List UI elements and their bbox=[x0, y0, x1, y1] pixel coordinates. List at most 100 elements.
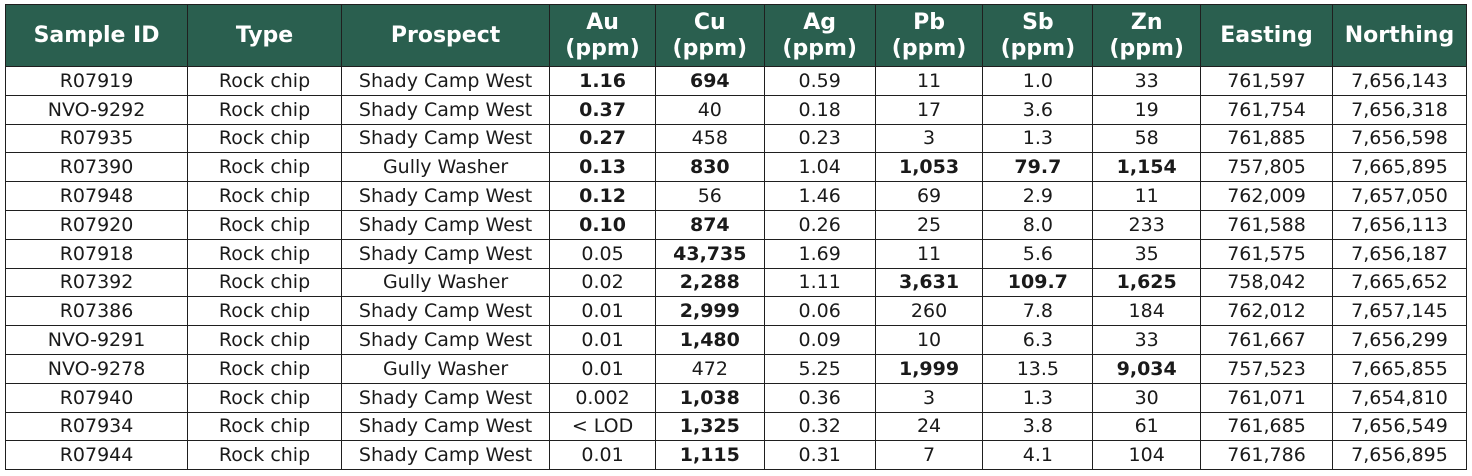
table-cell: 7,665,855 bbox=[1331, 353, 1468, 384]
table-cell: Shady Camp West bbox=[340, 296, 551, 327]
table-cell: < LOD bbox=[549, 411, 656, 442]
assay-results-table: Sample ID Type Prospect Au (ppm) Cu (ppm) Ag (pp… bbox=[4, 4, 1468, 471]
table-row: NVO-9291 Rock chip Shady Camp West 0.01 1,48… bbox=[4, 325, 1468, 355]
table-cell: NVO-9278 bbox=[4, 353, 189, 384]
column-header-unit: (ppm) bbox=[1000, 35, 1076, 61]
table-cell: Shady Camp West bbox=[340, 209, 551, 240]
table-cell: Gully Washer bbox=[340, 152, 551, 183]
table-cell: R07918 bbox=[4, 238, 189, 269]
table-cell: 761,071 bbox=[1200, 382, 1333, 413]
table-cell: Rock chip bbox=[187, 152, 342, 183]
column-header: Sb (ppm) bbox=[982, 4, 1094, 67]
table-cell: R07390 bbox=[4, 152, 189, 183]
table-cell: 762,012 bbox=[1200, 296, 1333, 327]
table-cell: 0.18 bbox=[763, 94, 876, 125]
table-cell: 104 bbox=[1092, 440, 1202, 471]
table-cell: 758,042 bbox=[1200, 267, 1333, 298]
table-cell: 1,154 bbox=[1092, 152, 1202, 183]
table-cell: 0.23 bbox=[763, 123, 876, 154]
table-cell: Shady Camp West bbox=[340, 66, 551, 96]
table-cell: 19 bbox=[1092, 94, 1202, 125]
table-cell: 0.12 bbox=[549, 181, 656, 211]
table-cell: Shady Camp West bbox=[340, 411, 551, 442]
table-row: R07935 Rock chip Shady Camp West 0.27 458 0.2… bbox=[4, 123, 1468, 154]
table-cell: 7,656,318 bbox=[1331, 94, 1468, 125]
table-cell: 184 bbox=[1092, 296, 1202, 327]
table-cell: 762,009 bbox=[1200, 181, 1333, 211]
column-header-name: Northing bbox=[1344, 22, 1455, 48]
table-cell: Rock chip bbox=[187, 94, 342, 125]
table-cell: 1.46 bbox=[763, 181, 876, 211]
table-cell: Shady Camp West bbox=[340, 325, 551, 355]
table-cell: 761,786 bbox=[1200, 440, 1333, 471]
table-cell: 0.32 bbox=[763, 411, 876, 442]
table-cell: Shady Camp West bbox=[340, 94, 551, 125]
table-row: R07918 Rock chip Shady Camp West 0.05 43,735… bbox=[4, 238, 1468, 269]
table-cell: Rock chip bbox=[187, 123, 342, 154]
table-cell: 69 bbox=[874, 181, 984, 211]
table-cell: 1,625 bbox=[1092, 267, 1202, 298]
table-cell: 0.02 bbox=[549, 267, 656, 298]
table-cell: Rock chip bbox=[187, 209, 342, 240]
table-cell: 79.7 bbox=[982, 152, 1094, 183]
table-cell: 1,038 bbox=[654, 382, 765, 413]
column-header-name: Sb bbox=[1022, 9, 1054, 35]
column-header-unit: (ppm) bbox=[672, 35, 748, 61]
table-body: R07919 Rock chip Shady Camp West 1.16 694 0.5… bbox=[4, 66, 1468, 471]
table-cell: 33 bbox=[1092, 325, 1202, 355]
table-cell: NVO-9291 bbox=[4, 325, 189, 355]
table-cell: 1.3 bbox=[982, 382, 1094, 413]
table-cell: 0.27 bbox=[549, 123, 656, 154]
table-cell: Rock chip bbox=[187, 325, 342, 355]
table-cell: Shady Camp West bbox=[340, 123, 551, 154]
table-row: R07390 Rock chip Gully Washer 0.13 830 1.04 1,… bbox=[4, 152, 1468, 183]
table-cell: 2,288 bbox=[654, 267, 765, 298]
table-row: R07940 Rock chip Shady Camp West 0.002 1,038… bbox=[4, 382, 1468, 413]
table-cell: R07944 bbox=[4, 440, 189, 471]
table-cell: 1,053 bbox=[874, 152, 984, 183]
table-cell: 694 bbox=[654, 66, 765, 96]
column-header-unit: (ppm) bbox=[782, 35, 857, 61]
table-cell: 0.10 bbox=[549, 209, 656, 240]
table-row: NVO-9292 Rock chip Shady Camp West 0.37 40 0.… bbox=[4, 94, 1468, 125]
table-cell: 3 bbox=[874, 123, 984, 154]
table-cell: 0.06 bbox=[763, 296, 876, 327]
table-cell: Rock chip bbox=[187, 66, 342, 96]
table-cell: 8.0 bbox=[982, 209, 1094, 240]
table-cell: 233 bbox=[1092, 209, 1202, 240]
column-header-name: Cu bbox=[693, 9, 726, 35]
table-cell: 1,999 bbox=[874, 353, 984, 384]
table-cell: Gully Washer bbox=[340, 267, 551, 298]
table-cell: Gully Washer bbox=[340, 353, 551, 384]
table-row: R07948 Rock chip Shady Camp West 0.12 56 1.46… bbox=[4, 181, 1468, 211]
column-header-unit: (ppm) bbox=[891, 35, 967, 61]
table-cell: 1.16 bbox=[549, 66, 656, 96]
table-cell: Shady Camp West bbox=[340, 440, 551, 471]
table-cell: Rock chip bbox=[187, 411, 342, 442]
column-header: Cu (ppm) bbox=[654, 4, 765, 67]
table-cell: 761,685 bbox=[1200, 411, 1333, 442]
table-cell: R07940 bbox=[4, 382, 189, 413]
table-cell: 43,735 bbox=[654, 238, 765, 269]
column-header-name: Zn bbox=[1130, 9, 1163, 35]
table-cell: 7,665,895 bbox=[1331, 152, 1468, 183]
table-cell: 0.36 bbox=[763, 382, 876, 413]
column-header-unit: (ppm) bbox=[1109, 35, 1184, 61]
table-cell: 3 bbox=[874, 382, 984, 413]
table-cell: R07392 bbox=[4, 267, 189, 298]
table-cell: R07920 bbox=[4, 209, 189, 240]
table-cell: 260 bbox=[874, 296, 984, 327]
table-cell: 761,597 bbox=[1200, 66, 1333, 96]
table-cell: 61 bbox=[1092, 411, 1202, 442]
table-cell: R07935 bbox=[4, 123, 189, 154]
table-cell: 761,754 bbox=[1200, 94, 1333, 125]
table-cell: 7,657,145 bbox=[1331, 296, 1468, 327]
table-row: R07934 Rock chip Shady Camp West < LOD 1,325… bbox=[4, 411, 1468, 442]
table-cell: 0.01 bbox=[549, 296, 656, 327]
table-cell: 1.0 bbox=[982, 66, 1094, 96]
table-cell: Rock chip bbox=[187, 267, 342, 298]
table-cell: 11 bbox=[874, 66, 984, 96]
table-cell: 830 bbox=[654, 152, 765, 183]
table-cell: 757,523 bbox=[1200, 353, 1333, 384]
table-cell: 0.01 bbox=[549, 325, 656, 355]
